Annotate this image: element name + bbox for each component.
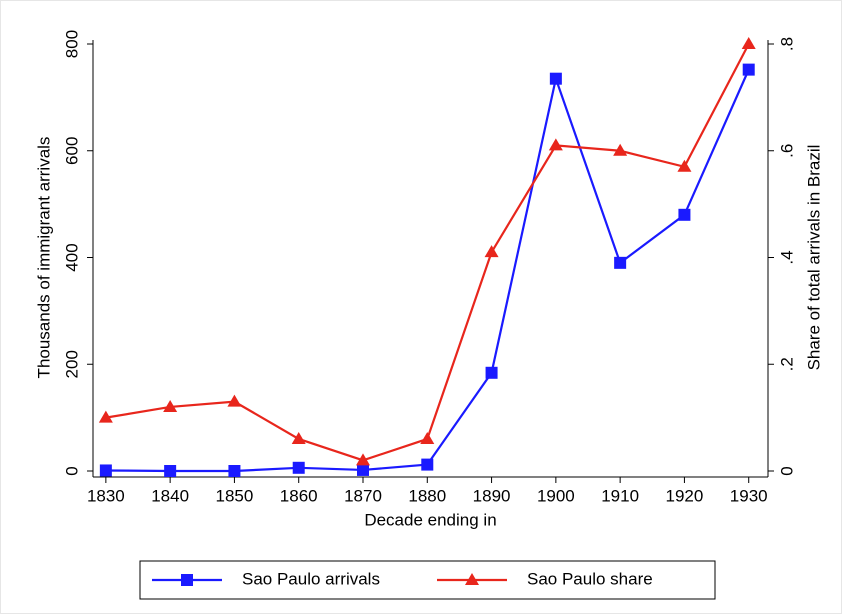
x-tick-label: 1870: [344, 486, 382, 505]
x-tick-label: 1910: [601, 486, 639, 505]
x-tick-label: 1890: [473, 486, 511, 505]
marker: [98, 410, 113, 423]
y2-axis-label: Share of total arrivals in Brazil: [804, 145, 823, 371]
marker: [163, 399, 178, 412]
marker: [485, 366, 498, 379]
y2-tick-label: .2: [777, 357, 796, 371]
marker: [742, 63, 755, 76]
legend-label: Sao Paulo share: [527, 569, 653, 588]
x-tick-label: 1930: [730, 486, 768, 505]
legend-label: Sao Paulo arrivals: [242, 569, 380, 588]
marker: [164, 465, 177, 477]
x-tick-label: 1860: [280, 486, 318, 505]
marker: [228, 465, 241, 477]
marker: [99, 464, 112, 477]
x-axis-label: Decade ending in: [364, 510, 496, 529]
x-tick-label: 1880: [408, 486, 446, 505]
y2-tick-label: 0: [777, 466, 796, 475]
x-tick-label: 1840: [151, 486, 189, 505]
legend-marker: [465, 573, 479, 585]
y2-tick-label: .8: [777, 37, 796, 51]
y2-tick-label: .4: [777, 250, 796, 264]
marker: [420, 431, 435, 444]
marker: [292, 461, 305, 474]
y-tick-label: 800: [62, 30, 81, 58]
marker: [614, 256, 627, 269]
y-tick-label: 400: [62, 243, 81, 271]
legend-marker: [181, 574, 193, 586]
y-tick-label: 0: [62, 466, 81, 475]
x-tick-label: 1850: [216, 486, 254, 505]
y-tick-label: 600: [62, 137, 81, 165]
legend-box: [139, 560, 716, 600]
marker: [484, 245, 499, 258]
marker: [421, 458, 434, 471]
marker: [356, 453, 370, 466]
marker: [741, 37, 756, 49]
marker: [677, 159, 692, 172]
marker: [549, 72, 562, 85]
y-axis-label: Thousands of immigrant arrivals: [34, 137, 53, 379]
x-tick-label: 1830: [87, 486, 125, 505]
marker: [613, 143, 628, 156]
marker: [357, 463, 369, 476]
y2-tick-label: .6: [777, 144, 796, 158]
x-tick-label: 1900: [537, 486, 575, 505]
marker: [678, 208, 691, 221]
x-tick-label: 1920: [666, 486, 704, 505]
marker: [548, 138, 563, 151]
marker: [227, 394, 242, 407]
y-tick-label: 200: [62, 350, 81, 378]
marker: [291, 431, 306, 444]
